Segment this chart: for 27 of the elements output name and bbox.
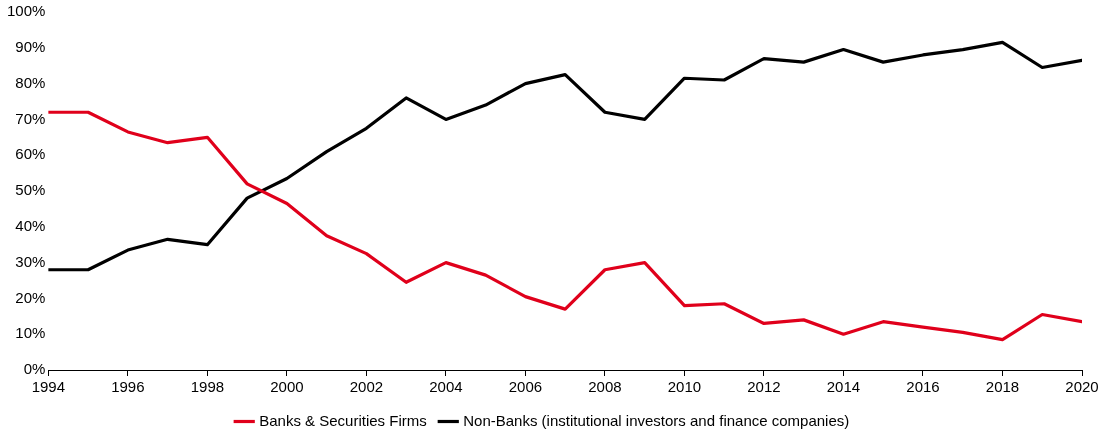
y-tick-label: 100% <box>6 2 46 20</box>
y-tick-label: 70% <box>15 109 46 127</box>
y-tick-label: 0% <box>23 360 46 378</box>
y-tick-label: 40% <box>15 216 46 234</box>
x-tick-label: 2006 <box>508 378 543 396</box>
y-tick-label: 10% <box>15 324 46 342</box>
y-tick-label: 80% <box>15 73 46 91</box>
x-tick-label: 2000 <box>270 378 304 396</box>
x-tick-label: 2008 <box>588 378 622 396</box>
legend-label: Non-Banks (institutional investors and finance companies) <box>463 411 850 429</box>
x-tick-label: 2020 <box>1065 378 1099 396</box>
x-tick-label: 1994 <box>31 378 66 396</box>
x-tick-label: 2018 <box>985 378 1020 396</box>
y-tick-label: 20% <box>15 288 46 306</box>
x-tick-label: 2014 <box>826 378 861 396</box>
y-tick-label: 50% <box>15 181 46 199</box>
y-tick-label: 60% <box>15 145 46 163</box>
x-tick-label: 1998 <box>190 378 225 396</box>
x-tick-label: 2016 <box>906 378 940 396</box>
x-tick-label: 2010 <box>667 378 702 396</box>
x-tick-label: 2012 <box>747 378 781 396</box>
x-tick-label: 1996 <box>111 378 145 396</box>
legend-label: Banks & Securities Firms <box>259 411 427 429</box>
y-tick-label: 90% <box>15 37 46 55</box>
y-tick-label: 30% <box>15 252 46 270</box>
x-tick-label: 2002 <box>349 378 384 396</box>
x-tick-label: 2004 <box>429 378 463 396</box>
